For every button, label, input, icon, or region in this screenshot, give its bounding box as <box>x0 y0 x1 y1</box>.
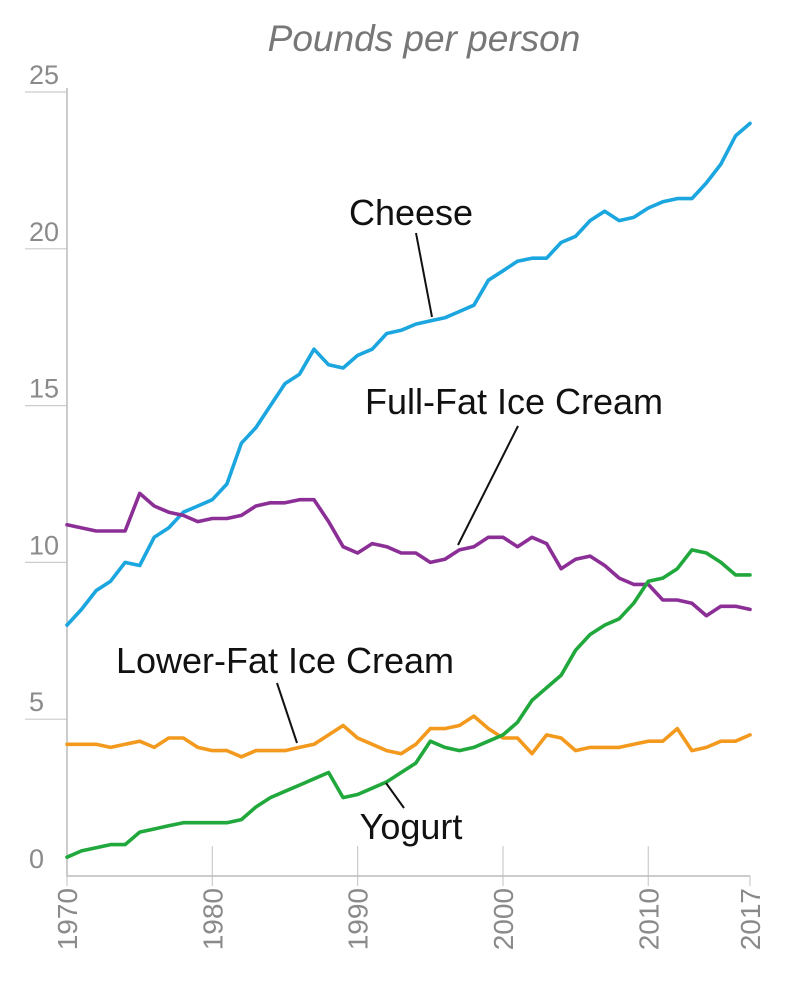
x-tick-labels: 1970 1980 1990 2000 2010 2017 <box>52 888 766 950</box>
gridlines <box>25 91 751 886</box>
lower-fat-ice-cream-label: Lower-Fat Ice Cream <box>116 640 454 681</box>
cheese-leader-line <box>415 232 433 318</box>
yogurt-series-line <box>65 548 752 860</box>
full-fat-ice-cream-label: Full-Fat Ice Cream <box>365 381 663 422</box>
lower-fat-ice-cream-series-line <box>65 714 752 759</box>
x-tick-label: 1980 <box>197 888 228 950</box>
series-lines <box>65 121 752 860</box>
y-tick-label: 10 <box>29 530 59 560</box>
x-tick-label: 2017 <box>735 888 766 950</box>
y-tick-label: 0 <box>29 844 44 874</box>
series-annotations: Cheese Full-Fat Ice Cream Lower-Fat Ice … <box>116 192 663 847</box>
x-tick-label: 1970 <box>52 888 83 950</box>
x-tick-label: 2000 <box>488 888 519 950</box>
y-tick-label: 25 <box>29 60 59 90</box>
cheese-label: Cheese <box>349 192 473 233</box>
y-tick-label: 15 <box>29 374 59 404</box>
y-tick-label: 20 <box>29 217 59 247</box>
lower-fat-leader-line <box>276 682 298 744</box>
full-fat-leader-line <box>457 425 519 546</box>
x-tick-label: 2010 <box>633 888 664 950</box>
full-fat-ice-cream-series-line <box>65 491 752 618</box>
y-tick-labels: 0 5 10 15 20 25 <box>29 60 59 874</box>
y-tick-label: 5 <box>29 687 44 717</box>
x-tick-label: 1990 <box>343 888 374 950</box>
yogurt-label: Yogurt <box>360 806 463 847</box>
chart-title: Pounds per person <box>268 18 581 59</box>
yogurt-leader-line <box>385 782 405 809</box>
